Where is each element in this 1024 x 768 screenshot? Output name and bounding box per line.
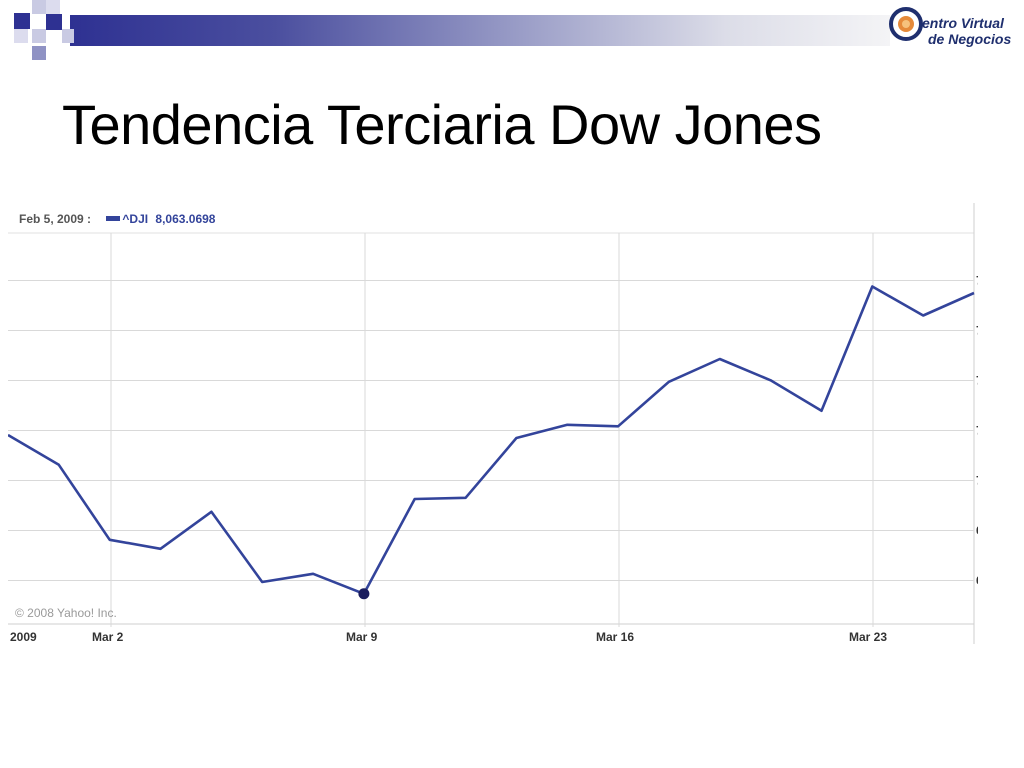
y-tick-label: 6.60K (976, 574, 978, 588)
data-point (667, 380, 671, 384)
data-point (57, 463, 61, 467)
data-point (260, 580, 264, 584)
data-point (464, 496, 468, 500)
x-tick-label: Mar 9 (346, 630, 378, 644)
highlighted-point (358, 588, 370, 600)
y-tick-label: 7.20K (976, 424, 978, 438)
data-point (972, 291, 976, 295)
data-point (819, 409, 823, 413)
header-date: Feb 5, 2009 : (19, 212, 92, 226)
legend-swatch (106, 216, 121, 222)
decor-square (32, 29, 46, 43)
chart-watermark: © 2008 Yahoo! Inc. (15, 606, 117, 620)
logo-line-1: entro Virtual (922, 15, 1004, 31)
data-point (769, 378, 773, 382)
y-tick-label: 7.80K (976, 274, 978, 288)
data-point (209, 510, 213, 514)
header-symbol: ^DJI (122, 212, 149, 226)
decor-square (46, 0, 60, 14)
data-point (870, 285, 874, 289)
data-point (159, 547, 163, 551)
data-point (616, 424, 620, 428)
data-point (921, 314, 925, 318)
y-tick-label: 7.40K (976, 374, 978, 388)
logo-line-2: de Negocios (928, 31, 1012, 47)
y-tick-label: 6.80K (976, 524, 978, 538)
slide-header-bar (0, 0, 1024, 62)
x-tick-label: Mar 2 (92, 630, 124, 644)
logo-emblem (889, 7, 923, 41)
data-point (413, 497, 417, 501)
decor-square (32, 46, 46, 60)
decor-square (62, 29, 74, 43)
header-value: 8,063.0698 (155, 212, 216, 226)
gradient-band (70, 15, 890, 46)
x-tick-label: Mar 23 (849, 630, 887, 644)
decor-square (32, 0, 46, 14)
slide-title: Tendencia Terciaria Dow Jones (62, 93, 822, 156)
decor-square (14, 13, 30, 29)
data-point (718, 357, 722, 361)
data-point (565, 423, 569, 427)
chart-header: Feb 5, 2009 : ^DJI 8,063.0698 (19, 212, 215, 226)
data-point (108, 538, 112, 542)
series-line (8, 285, 975, 596)
y-tick-label: 7K (976, 474, 978, 488)
company-logo: entro Virtual de Negocios (888, 2, 1020, 50)
x-tick-label: 2009 (10, 630, 37, 644)
x-tick-label: Mar 16 (596, 630, 634, 644)
chart-panel: 7.80K 7.60K 7.40K 7.20K 7K 6.80K 6.60K 2009 Mar … (8, 203, 978, 648)
data-point (514, 436, 518, 440)
line-chart: 7.80K 7.60K 7.40K 7.20K 7K 6.80K 6.60K 2009 Mar … (8, 203, 978, 644)
data-point (311, 572, 315, 576)
decor-square (14, 29, 28, 43)
y-tick-label: 7.60K (976, 324, 978, 338)
decor-square (46, 14, 62, 30)
